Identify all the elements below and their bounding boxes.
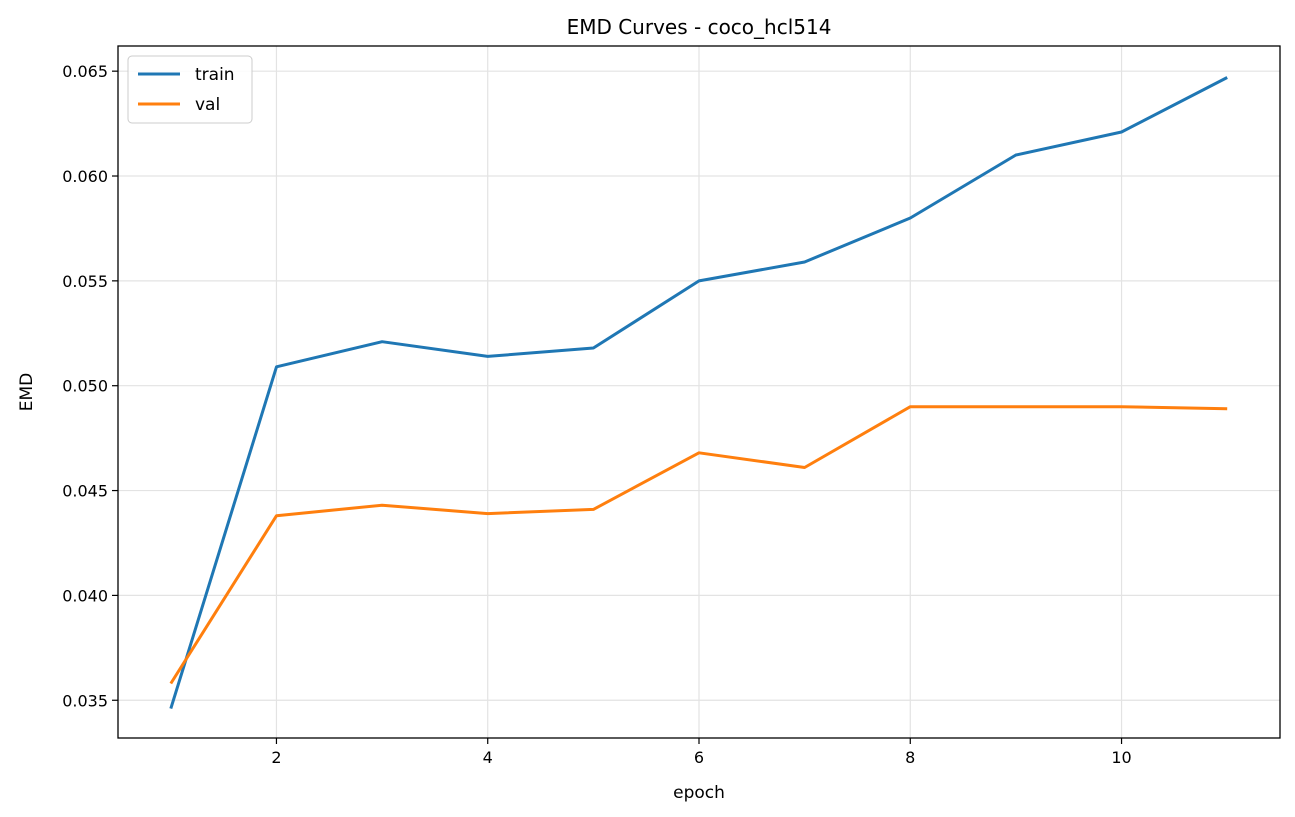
x-tick-label: 8: [905, 748, 915, 767]
chart-title: EMD Curves - coco_hcl514: [567, 15, 832, 39]
x-tick-label: 4: [483, 748, 493, 767]
x-axis-label: epoch: [673, 783, 725, 803]
x-tick-label: 6: [694, 748, 704, 767]
y-tick-label: 0.050: [62, 377, 108, 396]
y-tick-label: 0.060: [62, 167, 108, 186]
y-tick-label: 0.055: [62, 272, 108, 291]
series-line-val: [169, 405, 1228, 685]
x-axis-ticks: 2 4 6 8 10: [271, 738, 1132, 767]
y-tick-label: 0.065: [62, 62, 108, 81]
y-axis-label: EMD: [17, 373, 37, 412]
y-tick-label: 0.045: [62, 482, 108, 501]
x-tick-label: 2: [271, 748, 281, 767]
series-line-train: [169, 76, 1228, 710]
legend-label-val: val: [195, 95, 220, 115]
y-tick-label: 0.040: [62, 586, 108, 605]
legend-label-train: train: [195, 65, 235, 85]
legend: train val: [127, 55, 253, 124]
x-tick-label: 10: [1111, 748, 1131, 767]
y-tick-label: 0.035: [62, 691, 108, 710]
y-axis-ticks: 0.035 0.040 0.045 0.050 0.055 0.060 0.065: [62, 62, 118, 710]
series-layer: [169, 76, 1228, 710]
